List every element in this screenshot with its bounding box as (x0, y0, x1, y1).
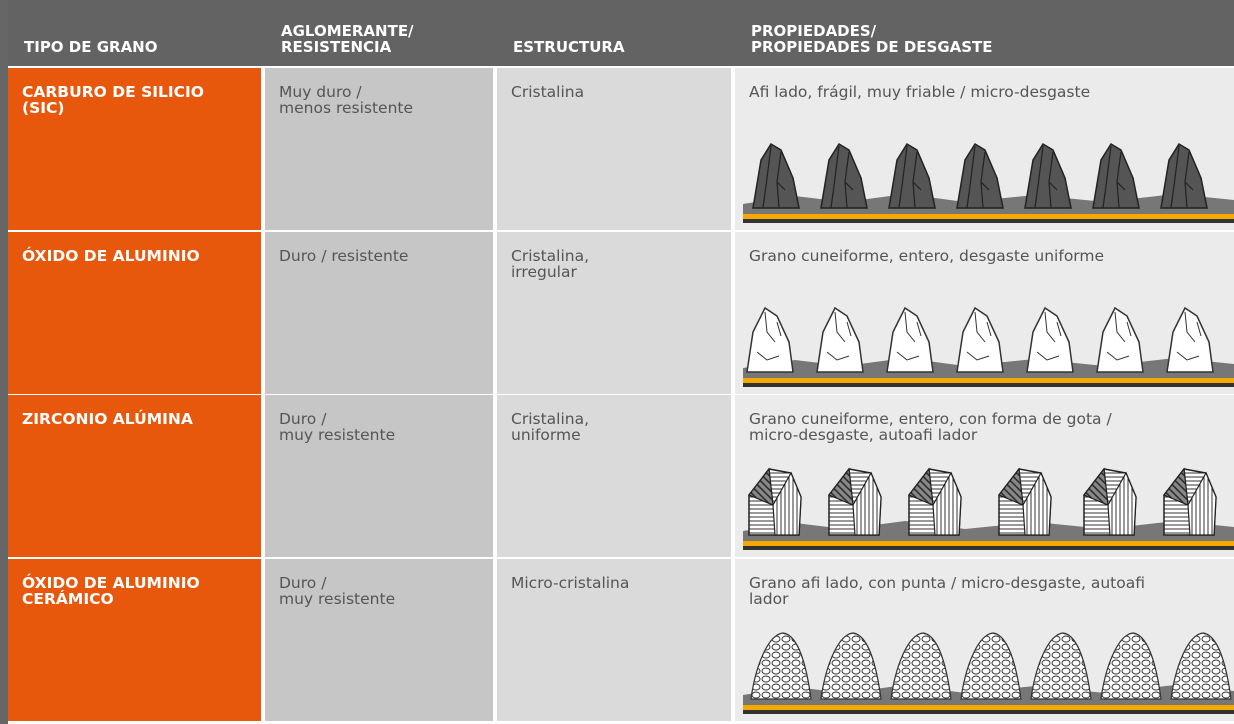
table-cell: Duro / muy resistente (265, 395, 493, 557)
cell-text: PROPIEDADES/ (751, 22, 877, 40)
cell-text: CARBURO DE SILICIO (22, 83, 204, 101)
cell-text: micro-desgaste, autoafi lador (749, 426, 978, 444)
cell-text: PROPIEDADES DE DESGASTE (751, 38, 993, 56)
grain-illustration (743, 143, 1234, 223)
cell-text: Grano cuneiforme, entero, con forma de g… (749, 410, 1112, 428)
grain-illustration (743, 468, 1234, 550)
cell-text: ÓXIDO DE ALUMINIO (22, 247, 200, 265)
cell-text: Micro-cristalina (511, 574, 630, 592)
cell-text: Duro / (279, 574, 327, 592)
table-cell: Cristalina, irregular (497, 232, 731, 394)
cell-text: lador (749, 590, 789, 608)
grain-type-cell: ZIRCONIO ALÚMINA (8, 395, 261, 557)
cell-text: (SIC) (22, 99, 65, 117)
header-row: TIPO DE GRANO AGLOMERANTE/RESISTENCIA ESTR… (8, 0, 1234, 66)
cell-text: irregular (511, 263, 577, 281)
cell-text: ZIRCONIO ALÚMINA (22, 410, 193, 428)
cell-text: uniforme (511, 426, 581, 444)
left-strip (0, 0, 8, 724)
cell-text: RESISTENCIA (281, 38, 392, 56)
cell-text: CERÁMICO (22, 590, 114, 608)
table-cell: Duro / resistente (265, 232, 493, 394)
table-cell: Muy duro / menos resistente (265, 68, 493, 230)
cell-text: Afi lado, frágil, muy friable / micro-de… (749, 83, 1091, 101)
cell-text: ÓXIDO DE ALUMINIO (22, 574, 200, 592)
cell-text: Grano cuneiforme, entero, desgaste unifo… (749, 247, 1105, 265)
grain-type-cell: ÓXIDO DE ALUMINIO (8, 232, 261, 394)
grain-illustration (743, 307, 1234, 387)
cell-text: Cristalina (511, 83, 585, 101)
table-cell: Cristalina (497, 68, 731, 230)
cell-text: Muy duro / (279, 83, 362, 101)
table-cell: Micro-cristalina (497, 559, 731, 721)
grain-type-cell: CARBURO DE SILICIO (SIC) (8, 68, 261, 230)
cell-text: menos resistente (279, 99, 414, 117)
table-cell: Cristalina, uniforme (497, 395, 731, 557)
cell-text: muy resistente (279, 426, 396, 444)
grain-illustration (743, 632, 1234, 714)
cell-text: Duro / resistente (279, 247, 409, 265)
cell-text: Duro / (279, 410, 327, 428)
grain-type-cell: ÓXIDO DE ALUMINIO CERÁMICO (8, 559, 261, 721)
cell-text: Grano afi lado, con punta / micro-desgas… (749, 574, 1145, 592)
cell-text: Cristalina, (511, 410, 590, 428)
cell-text: Cristalina, (511, 247, 590, 265)
cell-text: AGLOMERANTE/ (281, 22, 414, 40)
cell-text: TIPO DE GRANO (24, 38, 158, 56)
table-cell: Duro / muy resistente (265, 559, 493, 721)
cell-text: ESTRUCTURA (513, 38, 625, 56)
cell-text: muy resistente (279, 590, 396, 608)
